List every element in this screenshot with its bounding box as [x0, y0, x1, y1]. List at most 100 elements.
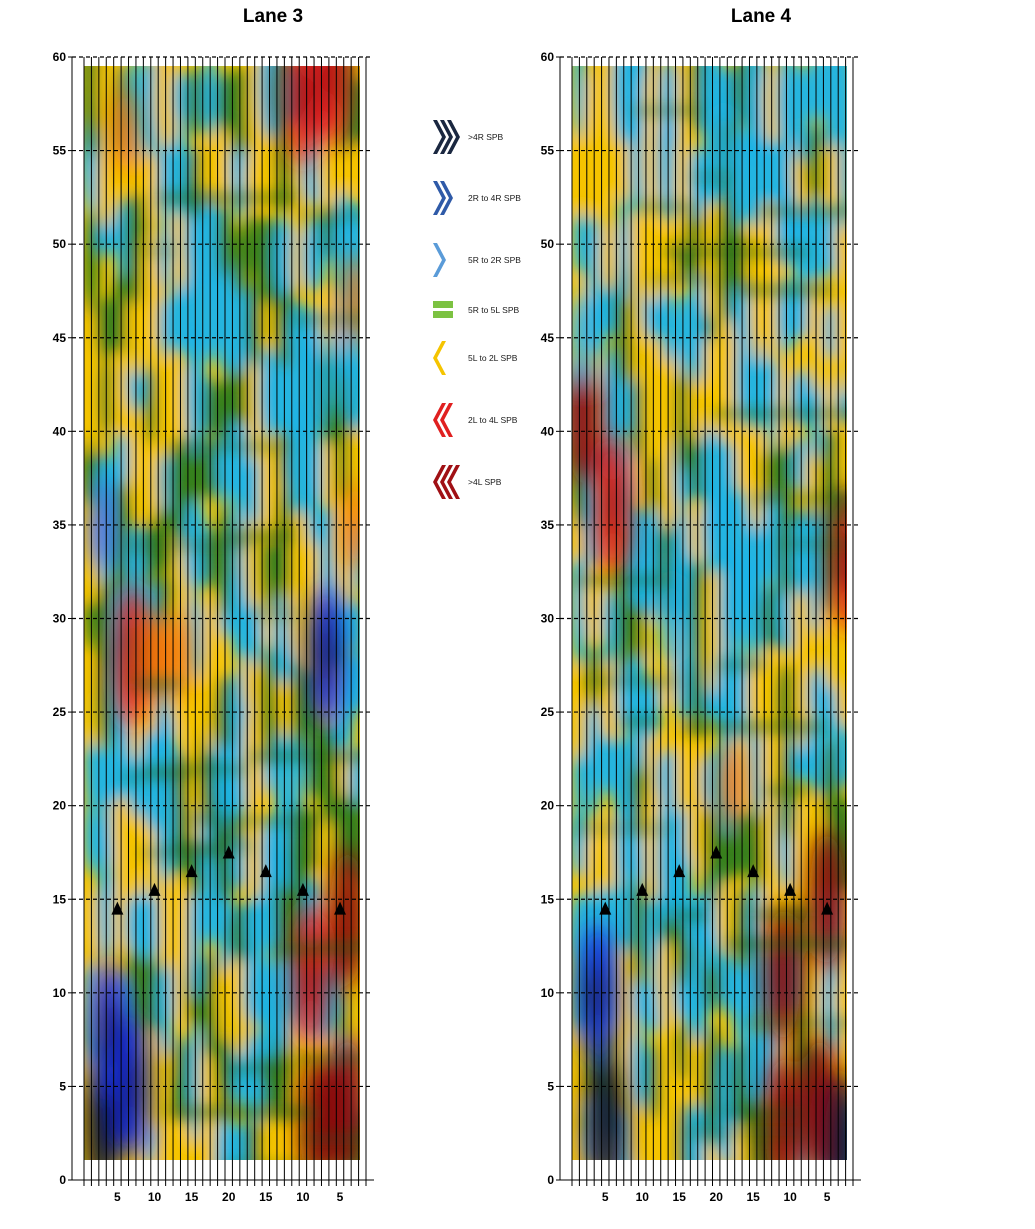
x-tick-label: 5: [824, 1190, 831, 1204]
hotspot: [719, 741, 743, 832]
y-tick-label: 0: [59, 1173, 66, 1187]
contour-band: [760, 206, 847, 216]
contour-band: [298, 212, 360, 219]
hotspot-core: [317, 623, 334, 688]
y-tick-label: 50: [53, 237, 67, 251]
y-tick-label: 30: [541, 612, 555, 626]
hotspot-core: [339, 885, 356, 950]
triangle-marker: [259, 864, 272, 878]
x-tick-label: 5: [337, 1190, 344, 1204]
chevron-right-single-icon: [433, 243, 446, 277]
triangle-marker: [747, 864, 760, 878]
chevron-right-double-icon: [433, 181, 453, 215]
legend-label: 5L to 2L SPB: [468, 353, 518, 363]
hotspot-core: [94, 1091, 111, 1156]
x-ticks: 5 10 15 20 15 10 5: [114, 1190, 344, 1204]
legend-item: 5R to 5L SPB: [433, 301, 520, 318]
x-tick-label: 5: [114, 1190, 121, 1204]
hotspot: [142, 610, 167, 701]
legend-label: 5R to 2R SPB: [468, 255, 521, 265]
contour-band: [140, 849, 224, 857]
contour-band: [765, 786, 812, 795]
y-tick-label: 45: [53, 331, 67, 345]
markers: [111, 845, 347, 915]
x-tick-label: 10: [296, 1190, 310, 1204]
contour-band: [159, 192, 296, 204]
hotspot-core: [101, 998, 119, 1063]
contour-band: [736, 284, 832, 296]
contour-band: [142, 765, 246, 774]
y-tick-label: 45: [541, 331, 555, 345]
triangle-marker: [673, 864, 686, 878]
contour-band: [295, 1055, 360, 1063]
lane-title: Lane 3: [243, 6, 303, 27]
hotspot-core: [774, 942, 791, 1007]
hotspot: [112, 86, 137, 177]
lane-title: Lane 4: [731, 6, 792, 27]
hotspot-core: [574, 380, 592, 445]
y-tick-label: 30: [53, 612, 67, 626]
contour-band: [754, 494, 847, 503]
x-tick-label: 20: [222, 1190, 236, 1204]
contour-band: [754, 909, 812, 920]
y-tick-label: 20: [53, 799, 67, 813]
legend-item: 5R to 2R SPB: [433, 243, 521, 277]
contour-band: [167, 1105, 301, 1115]
y-tick-label: 40: [541, 424, 555, 438]
contour-band: [211, 828, 246, 836]
contour-band: [728, 940, 847, 951]
y-tick-label: 60: [53, 50, 67, 64]
gridlines: 0 5 10 15 20 25 30 35 40 45 50 55 60: [541, 50, 859, 1187]
triangle-marker: [185, 864, 198, 878]
triangle-marker: [334, 901, 347, 915]
x-tick-label: 15: [185, 1190, 199, 1204]
hotspot: [164, 610, 189, 701]
y-tick-label: 0: [547, 1173, 554, 1187]
heatmap-cell: [84, 890, 101, 970]
x-ticks: 5 10 15 20 15 10 5: [602, 1190, 831, 1204]
heatmap-cell: [836, 66, 847, 170]
x-tick-label: 5: [602, 1190, 609, 1204]
heatmap-cell: [572, 532, 590, 668]
legend: >4R SPB 2R to 4R SPB 5R to 2R SPB 5R to 5L …: [433, 120, 521, 499]
y-tick-label: 15: [53, 892, 67, 906]
hotspot-core: [124, 623, 141, 688]
contour-band: [783, 540, 847, 547]
x-tick-label: 15: [746, 1190, 760, 1204]
contour-band: [692, 174, 730, 180]
y-tick-label: 50: [541, 237, 555, 251]
hotspot-core: [324, 66, 341, 108]
legend-item: >4R SPB: [433, 120, 504, 154]
legend-label: >4L SPB: [468, 477, 502, 487]
lane-3-chart: 0 5 10 15 20 25 30 35 40 45 50 55 60 5 10 15 20 15 10 5 Lane…: [53, 6, 374, 1204]
legend-item: 5L to 2L SPB: [433, 341, 518, 375]
y-tick-label: 25: [53, 705, 67, 719]
triangle-marker: [296, 882, 309, 896]
contour-band: [250, 751, 360, 762]
contour-band: [229, 816, 305, 824]
triangle-marker: [710, 845, 723, 859]
contour-band: [224, 530, 293, 541]
hotspot-core: [597, 1091, 614, 1156]
x-tick-label: 20: [710, 1190, 724, 1204]
y-tick-label: 15: [541, 892, 555, 906]
hotspot-core: [774, 1091, 791, 1156]
triangle-marker: [111, 901, 124, 915]
contour-band: [746, 1019, 847, 1026]
hotspot: [320, 330, 345, 421]
triangle-marker: [599, 901, 612, 915]
y-tick-label: 60: [541, 50, 555, 64]
hotspot-core: [339, 1073, 356, 1138]
heatmap-cell: [351, 598, 360, 667]
contour-band: [686, 1130, 807, 1136]
y-tick-label: 25: [541, 705, 555, 719]
triangle-marker: [784, 882, 797, 896]
heatmap-cell: [837, 430, 847, 495]
x-tick-label: 15: [259, 1190, 273, 1204]
heatmap-cell: [836, 720, 847, 789]
x-tick-label: 10: [636, 1190, 650, 1204]
contour-band: [123, 774, 188, 780]
hotspot: [342, 255, 360, 346]
contour-band: [676, 909, 707, 921]
